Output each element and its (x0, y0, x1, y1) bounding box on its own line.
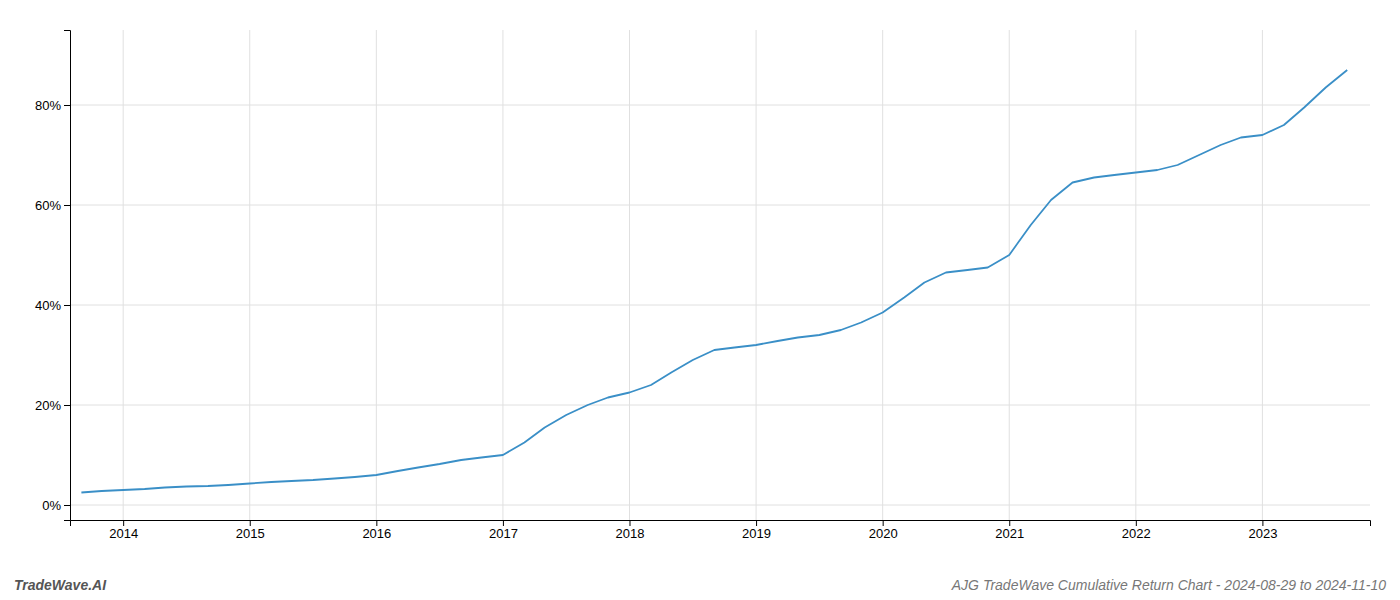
x-tick-label: 2014 (109, 526, 138, 541)
x-tick-mark (629, 520, 630, 526)
x-tick: 2015 (236, 520, 265, 541)
x-tick-mark (756, 520, 757, 526)
y-tick: 80% (35, 98, 70, 113)
x-tick-label: 2023 (1248, 526, 1277, 541)
y-tick-label: 40% (35, 298, 61, 313)
x-tick-mark (1262, 520, 1263, 526)
y-tick: 40% (35, 298, 70, 313)
x-tick-mark (1009, 520, 1010, 526)
y-tick-mark (64, 205, 70, 206)
x-tick-mark (376, 520, 377, 526)
y-axis-line (64, 31, 71, 521)
marks (81, 70, 1347, 493)
x-tick: 2021 (995, 520, 1024, 541)
y-tick: 0% (42, 498, 70, 513)
x-tick: 2019 (742, 520, 771, 541)
x-tick: 2023 (1248, 520, 1277, 541)
y-tick: 20% (35, 398, 70, 413)
x-tick-label: 2015 (236, 526, 265, 541)
x-tick: 2022 (1122, 520, 1151, 541)
y-axis: 0% 20% 40% 60% 80% (35, 31, 71, 521)
x-tick: 2018 (616, 520, 645, 541)
grid-line-y (70, 205, 1370, 206)
y-tick-mark (64, 405, 70, 406)
x-tick-label: 2021 (995, 526, 1024, 541)
grid-line-x (123, 30, 124, 520)
grid-line-y (70, 505, 1370, 506)
watermark: TradeWave.AI (14, 577, 107, 593)
y-tick-label: 80% (35, 98, 61, 113)
grid-line-x (1009, 30, 1010, 520)
grid-line-y (70, 405, 1370, 406)
y-tick-mark (64, 305, 70, 306)
y-tick-label: 60% (35, 198, 61, 213)
grid-line-x (1135, 30, 1136, 520)
x-tick-mark (1136, 520, 1137, 526)
x-tick-label: 2022 (1122, 526, 1151, 541)
y-tick-label: 20% (35, 398, 61, 413)
grid (70, 30, 1370, 520)
x-tick: 2017 (489, 520, 518, 541)
x-tick-label: 2019 (742, 526, 771, 541)
x-tick-mark (883, 520, 884, 526)
x-tick-label: 2020 (869, 526, 898, 541)
grid-line-x (502, 30, 503, 520)
x-tick: 2014 (109, 520, 138, 541)
x-tick-mark (503, 520, 504, 526)
x-tick: 2020 (869, 520, 898, 541)
x-tick-label: 2017 (489, 526, 518, 541)
grid-line-y (70, 305, 1370, 306)
y-tick-mark (64, 505, 70, 506)
title: AJG TradeWave Cumulative Return Chart - … (951, 577, 1386, 593)
x-axis: 2014 2015 2016 2017 2018 2019 2020 2021 2022 2023 (71, 520, 1371, 541)
grid-line-y (70, 105, 1370, 106)
chart-container: 2014 2015 2016 2017 2018 2019 2020 2021 2022 2023… (0, 0, 1400, 600)
y-tick-label: 0% (42, 498, 61, 513)
plot: 2014 2015 2016 2017 2018 2019 2020 2021 2022 2023… (35, 30, 1371, 541)
y-tick-mark (64, 105, 70, 106)
grid-line-x (1262, 30, 1263, 520)
x-axis-line (71, 521, 1371, 527)
grid-line-x (756, 30, 757, 520)
x-tick-label: 2016 (362, 526, 391, 541)
grid-line-x (376, 30, 377, 520)
x-tick-mark (123, 520, 124, 526)
grid-line-x (249, 30, 250, 520)
line (81, 70, 1347, 493)
x-tick-mark (250, 520, 251, 526)
y-tick: 60% (35, 198, 70, 213)
grid-line-x (882, 30, 883, 520)
x-tick: 2016 (362, 520, 391, 541)
grid-line-x (629, 30, 630, 520)
chart-svg: 2014 2015 2016 2017 2018 2019 2020 2021 2022 2023… (0, 0, 1400, 600)
x-tick-label: 2018 (616, 526, 645, 541)
